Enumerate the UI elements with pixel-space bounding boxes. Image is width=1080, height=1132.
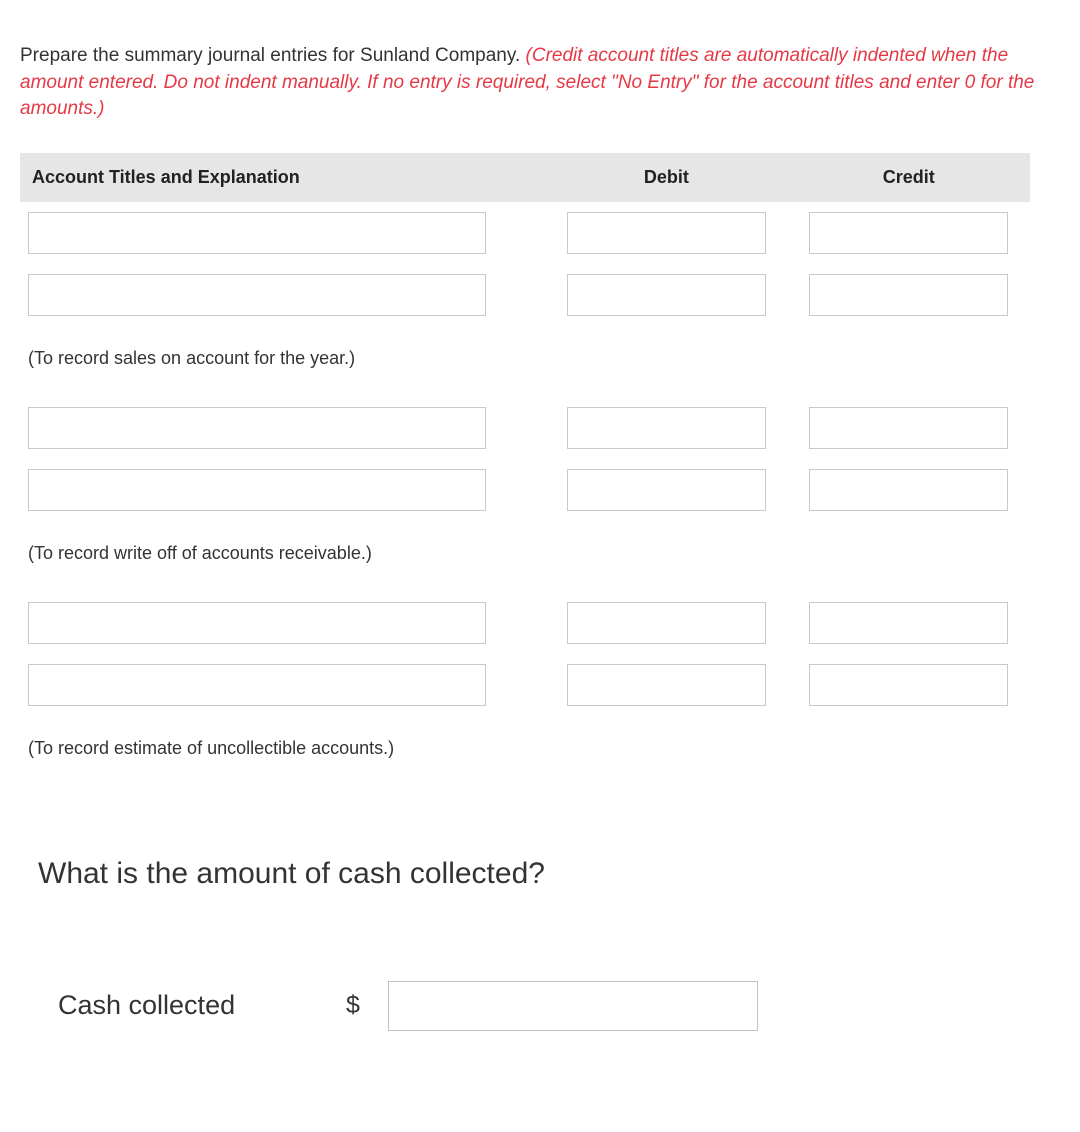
credit-input[interactable]: [809, 469, 1008, 511]
table-row: [20, 202, 1030, 264]
debit-input[interactable]: [567, 469, 766, 511]
cash-collected-input[interactable]: [388, 981, 758, 1031]
debit-input[interactable]: [567, 212, 766, 254]
header-account: Account Titles and Explanation: [20, 153, 545, 202]
account-input[interactable]: [28, 602, 486, 644]
account-input[interactable]: [28, 469, 486, 511]
debit-input[interactable]: [567, 274, 766, 316]
journal-entry-table: Account Titles and Explanation Debit Cre…: [20, 153, 1030, 787]
question-heading: What is the amount of cash collected?: [38, 857, 1060, 891]
table-caption-row: (To record write off of accounts receiva…: [20, 521, 1030, 592]
entry-caption: (To record estimate of uncollectible acc…: [20, 716, 1030, 787]
header-debit: Debit: [545, 153, 787, 202]
table-row: [20, 592, 1030, 654]
table-row: [20, 264, 1030, 326]
credit-input[interactable]: [809, 212, 1008, 254]
debit-input[interactable]: [567, 664, 766, 706]
instructions-main: Prepare the summary journal entries for …: [20, 45, 526, 66]
table-caption-row: (To record sales on account for the year…: [20, 326, 1030, 397]
debit-input[interactable]: [567, 407, 766, 449]
instructions: Prepare the summary journal entries for …: [20, 43, 1060, 123]
credit-input[interactable]: [809, 407, 1008, 449]
table-caption-row: (To record estimate of uncollectible acc…: [20, 716, 1030, 787]
debit-input[interactable]: [567, 602, 766, 644]
credit-input[interactable]: [809, 274, 1008, 316]
header-credit: Credit: [788, 153, 1030, 202]
entry-caption: (To record write off of accounts receiva…: [20, 521, 1030, 592]
table-row: [20, 459, 1030, 521]
account-input[interactable]: [28, 407, 486, 449]
entry-caption: (To record sales on account for the year…: [20, 326, 1030, 397]
table-row: [20, 397, 1030, 459]
credit-input[interactable]: [809, 602, 1008, 644]
cash-collected-row: Cash collected $: [38, 981, 1060, 1031]
account-input[interactable]: [28, 212, 486, 254]
table-row: [20, 654, 1030, 716]
credit-input[interactable]: [809, 664, 1008, 706]
account-input[interactable]: [28, 274, 486, 316]
account-input[interactable]: [28, 664, 486, 706]
cash-collected-section: What is the amount of cash collected? Ca…: [20, 857, 1060, 1031]
currency-symbol: $: [346, 991, 360, 1020]
cash-collected-label: Cash collected: [58, 990, 318, 1021]
